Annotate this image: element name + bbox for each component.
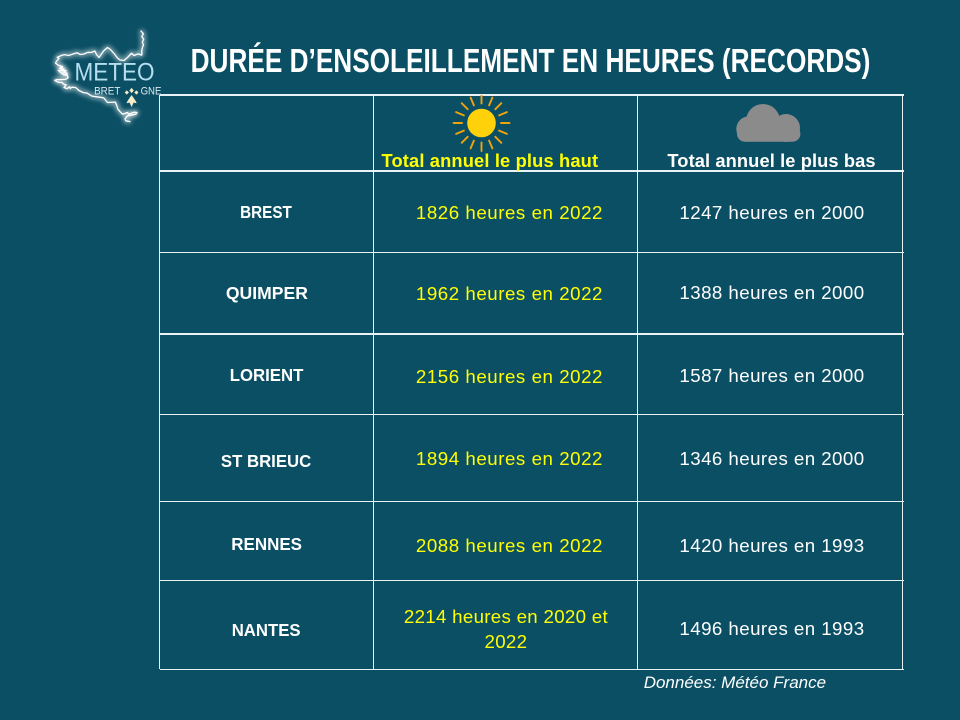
svg-text:GNE: GNE [141,86,162,98]
svg-text:BRET: BRET [94,86,121,98]
svg-text:METEO: METEO [75,59,155,87]
